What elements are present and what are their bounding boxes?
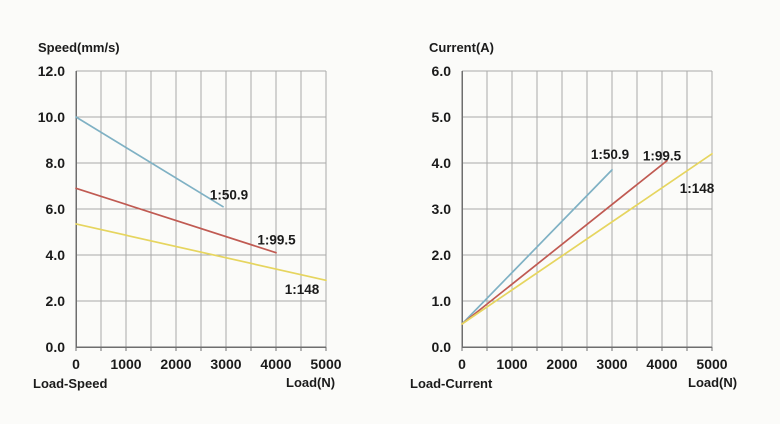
x-tick-label: 0 xyxy=(72,356,80,372)
y-tick-label: 10.0 xyxy=(38,109,65,125)
y-tick-label: 2.0 xyxy=(432,247,452,263)
y-tick-label: 12.0 xyxy=(38,63,65,79)
x-tick-label: 5000 xyxy=(310,356,341,372)
x-tick-label: 2000 xyxy=(160,356,191,372)
y-tick-label: 6.0 xyxy=(46,201,66,217)
y-tick-label: 6.0 xyxy=(432,63,452,79)
right-chart-title: Current(A) xyxy=(429,40,494,55)
x-tick-label: 3000 xyxy=(596,356,627,372)
series-label-0: 1:50.9 xyxy=(210,188,248,203)
y-tick-label: 0.0 xyxy=(46,339,66,355)
y-tick-label: 1.0 xyxy=(432,293,452,309)
series-line-2 xyxy=(75,223,327,282)
series-line-0 xyxy=(75,116,224,208)
x-tick-label: 4000 xyxy=(260,356,291,372)
x-tick-label: 4000 xyxy=(646,356,677,372)
y-tick-label: 8.0 xyxy=(46,155,66,171)
y-tick-label: 5.0 xyxy=(432,109,452,125)
x-tick-label: 1000 xyxy=(496,356,527,372)
series-label-0: 1:50.9 xyxy=(591,147,629,162)
x-tick-label: 3000 xyxy=(210,356,241,372)
series-line-1 xyxy=(461,159,668,325)
left-chart-title: Speed(mm/s) xyxy=(38,40,120,55)
series-label-1: 1:99.5 xyxy=(257,233,296,248)
right-chart-x-axis-label: Load(N) xyxy=(688,375,738,390)
series-line-1 xyxy=(75,187,277,254)
left-chart-footer-label: Load-Speed xyxy=(33,376,108,391)
x-tick-label: 5000 xyxy=(696,356,727,372)
chart-0: 1:50.9 1:99.5 1:148 0 1000 2000 3000 4000 5000 0.… xyxy=(38,63,342,372)
right-chart-footer-label: Load-Current xyxy=(410,376,493,391)
x-tick-label: 1000 xyxy=(110,356,141,372)
series-line-2 xyxy=(461,152,713,325)
series-label-1: 1:99.5 xyxy=(643,149,682,164)
left-chart-x-axis-label: Load(N) xyxy=(286,375,336,390)
y-tick-label: 4.0 xyxy=(432,155,452,171)
y-tick-label: 0.0 xyxy=(432,339,452,355)
series-label-2: 1:148 xyxy=(285,282,320,297)
series-line-0 xyxy=(461,169,613,325)
chart-1: 1:50.9 1:99.5 1:148 0 1000 2000 3000 4000 5000 0.… xyxy=(432,63,728,372)
y-tick-label: 3.0 xyxy=(432,201,452,217)
y-tick-label: 4.0 xyxy=(46,247,66,263)
x-tick-label: 2000 xyxy=(546,356,577,372)
series-label-2: 1:148 xyxy=(680,181,715,196)
y-tick-label: 2.0 xyxy=(46,293,66,309)
x-tick-label: 0 xyxy=(458,356,466,372)
